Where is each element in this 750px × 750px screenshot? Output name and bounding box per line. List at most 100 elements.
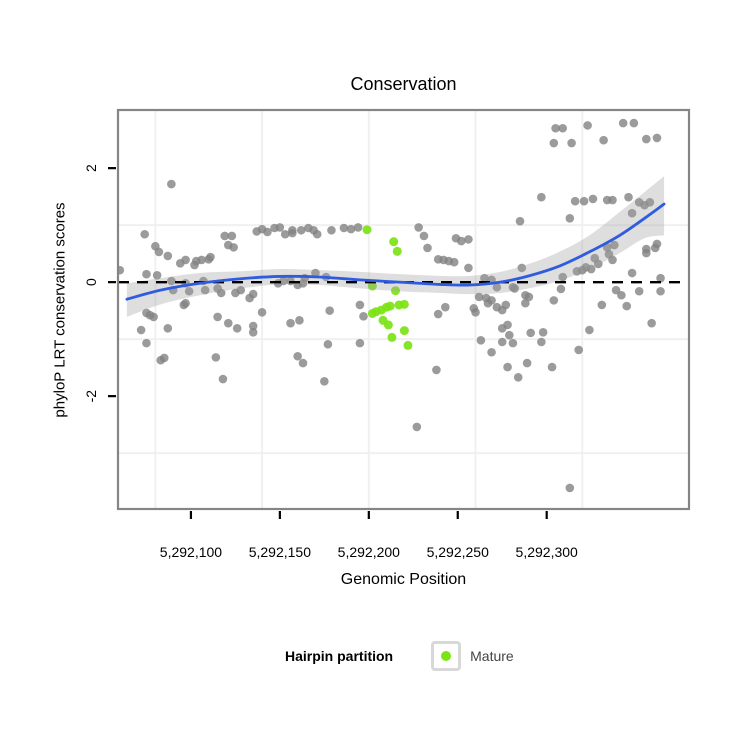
conservation-point [293,351,302,361]
conservation-point [275,223,285,232]
conservation-point [236,285,246,295]
conservation-point [197,255,206,265]
conservation-point [609,240,619,250]
conservation-point [353,223,363,232]
conservation-point [412,422,422,432]
conservation-point [339,223,349,233]
legend-item-mature: Mature [470,648,514,664]
conservation-point [497,337,507,347]
conservation-point [286,318,295,328]
conservation-point [167,179,176,189]
mature-point [385,301,395,311]
conservation-point [513,373,523,382]
mature-point [399,299,409,309]
conservation-point [586,264,596,274]
x-tick-label: 5,292,150 [249,544,311,560]
conservation-point [476,335,486,345]
conservation-point [656,273,665,283]
x-axis-label: Genomic Position [340,571,467,588]
conservation-point [627,208,637,218]
conservation-point [149,312,158,322]
conservation-point [515,216,525,226]
conservation-point [585,325,594,335]
conservation-point [320,377,329,386]
y-axis-label: phyloP LRT conservation scores [51,202,69,418]
conservation-point [311,268,320,278]
conservation-point [487,296,496,305]
conservation-point [312,229,322,239]
conservation-point [167,276,176,286]
conservation-point [220,231,230,241]
mature-point [362,225,372,235]
x-tick-label: 5,292,300 [516,544,578,560]
conservation-point [432,365,441,375]
mature-point-icon [441,651,452,661]
conservation-point [480,273,489,283]
conservation-point [618,118,628,128]
conservation-point [206,252,215,262]
conservation-point [181,298,190,308]
conservation-point [505,330,514,340]
conservation-point [501,300,511,310]
conservation-point [359,312,368,321]
conservation-point [449,257,459,267]
conservation-point [184,286,194,296]
mature-point [383,320,393,330]
conservation-point [327,225,336,235]
conservation-point [647,318,656,328]
conservation-point [248,289,258,299]
conservation-point [441,302,450,312]
conservation-point [508,338,518,348]
conservation-point [136,325,146,335]
conservation-point [248,328,258,337]
conservation-point [642,134,651,144]
conservation-point [346,224,356,234]
conservation-point [503,320,512,330]
conservation-point [549,138,559,148]
conservation-point [464,263,473,273]
axes: 5,292,100 5,292,150 5,292,200 5,292,250 5,29… [83,164,578,560]
conservation-point [227,231,237,241]
conservation-point [163,324,173,333]
conservation-point [611,285,621,295]
conservation-point [248,321,258,331]
conservation-point [579,196,589,206]
conservation-point [218,374,228,384]
conservation-point [355,338,365,348]
conservation-point [280,229,290,239]
conservation-point [570,196,580,206]
conservation-point [574,345,584,355]
conservation-point [163,251,173,261]
conservation-point [537,192,546,202]
conservation-point [608,195,617,205]
conservation-point [558,123,568,133]
conservation-point [524,292,534,302]
conservation-point [140,229,149,239]
conservation-point [257,308,267,317]
plot-title: Conservation [350,74,457,94]
conservation-point [567,138,576,148]
conservation-point [565,214,575,223]
conservation-point [517,263,527,273]
conservation-point [583,121,592,130]
conservation-point [216,288,226,298]
conservation-point [556,284,566,294]
conservation-point [521,298,530,308]
conservation-point [229,243,238,252]
conservation-point [537,337,546,347]
conservation-point [510,284,519,293]
conservation-point [325,306,334,315]
legend-title: Hairpin partition [285,648,394,664]
mature-point [387,332,397,342]
conservation-point [558,272,568,282]
panel-border [116,108,691,511]
y-tick-label: 0 [83,278,99,286]
conservation-point [503,362,512,372]
mature-point [390,286,400,296]
conservation-point [522,358,532,368]
conservation-point [656,286,665,296]
conservation-point [288,225,297,235]
conservation-point [118,265,125,275]
x-tick-label: 5,292,200 [338,544,400,560]
x-tick-label: 5,292,250 [427,544,489,560]
